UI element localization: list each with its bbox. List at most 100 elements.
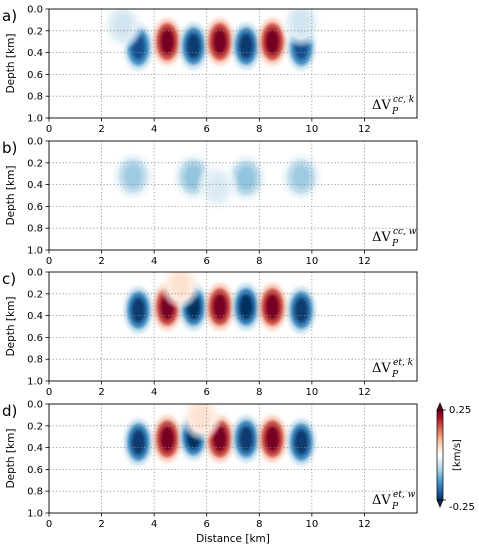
colorbar: 0.25 -0.25 [km/s]	[436, 402, 475, 513]
annotation-superscript: et, k	[393, 358, 413, 368]
anomaly-core	[124, 164, 143, 188]
axes-frame	[48, 403, 418, 514]
axes-frame	[48, 140, 418, 251]
y-tick-label: 0.6	[27, 333, 43, 344]
heatmap	[103, 9, 321, 72]
anomaly-core	[213, 426, 227, 452]
colorbar-min-arrow	[436, 499, 444, 508]
y-axis-label: Depth [km]	[5, 297, 17, 357]
x-tick-label: 12	[358, 124, 371, 135]
x-tick-label: 6	[204, 256, 210, 267]
x-tick-label: 12	[358, 387, 371, 398]
panel-letter: c)	[2, 270, 16, 288]
x-tick-label: 4	[151, 519, 157, 530]
grid	[49, 141, 417, 250]
annotation-base: ΔV	[372, 230, 391, 245]
panel-annotation: ΔV Pcc, w	[372, 227, 417, 249]
anomaly-core	[292, 11, 311, 36]
grid	[49, 9, 417, 118]
anomaly-core	[239, 426, 253, 452]
annotation-subscript: P	[391, 239, 399, 249]
panel-c: 0.0 0.2 0.4 0.6 0.8 1.00 2 4 6 8 10 12 Depth [km] c) Δ…	[2, 268, 418, 398]
x-tick-label: 10	[305, 124, 318, 135]
y-tick-label: 0.4	[27, 180, 43, 191]
x-tick-label: 6	[204, 124, 210, 135]
y-tick-label: 1.0	[27, 377, 43, 388]
panel-a: 0.0 0.2 0.4 0.6 0.8 1.00 2 4 6 8 10 12 Depth [km] a) Δ…	[2, 5, 418, 135]
x-tick-label: 10	[305, 519, 318, 530]
x-tick-label: 2	[98, 256, 104, 267]
panel-letter: a)	[2, 7, 17, 25]
anomaly-core	[213, 294, 227, 320]
colorbar-min-label: -0.25	[449, 502, 475, 513]
colorbar-max-arrow	[436, 402, 444, 411]
annotation-subscript: P	[391, 370, 399, 380]
y-tick-label: 0.6	[27, 202, 43, 213]
annotation-subscript: P	[391, 502, 399, 512]
anomaly-core	[160, 426, 175, 452]
annotation-superscript: cc, k	[393, 95, 414, 105]
annotation-subscript: P	[391, 107, 399, 117]
grid	[49, 404, 417, 513]
axes-frame	[48, 271, 418, 382]
x-tick-label: 8	[256, 519, 262, 530]
heatmap	[113, 153, 321, 210]
y-tick-label: 0.4	[27, 311, 43, 322]
y-axis-label: Depth [km]	[5, 429, 17, 489]
heatmap	[123, 272, 317, 335]
panel-b: 0.0 0.2 0.4 0.6 0.8 1.00 2 4 6 8 10 12 Depth [km] b) Δ…	[2, 137, 418, 267]
annotation-base: ΔV	[372, 361, 391, 376]
y-tick-label: 0.8	[27, 487, 43, 498]
anomaly-core	[239, 294, 253, 320]
x-tick-label: 2	[98, 124, 104, 135]
annotation-superscript: et, w	[393, 490, 416, 500]
y-tick-label: 0.0	[27, 268, 43, 279]
anomaly-core	[237, 166, 256, 190]
anomaly-core	[131, 297, 146, 323]
panel-annotation: ΔV Pet, k	[372, 358, 413, 380]
annotation-base: ΔV	[372, 98, 391, 113]
x-tick-label: 0	[46, 124, 52, 135]
x-tick-label: 6	[204, 387, 210, 398]
annotation-base: ΔV	[372, 493, 391, 508]
x-tick-label: 12	[358, 519, 371, 530]
colorbar-scale	[436, 409, 444, 501]
y-tick-label: 0.8	[27, 224, 43, 235]
y-tick-label: 0.4	[27, 443, 43, 454]
x-tick-label: 10	[305, 256, 318, 267]
heatmap	[123, 404, 317, 467]
x-axis-label: Distance [km]	[196, 533, 270, 545]
panel-annotation: ΔV Pcc, k	[372, 95, 414, 117]
axes-frame	[48, 8, 418, 119]
anomaly-core	[265, 426, 280, 452]
anomaly-core	[160, 29, 175, 55]
x-tick-label: 6	[204, 519, 210, 530]
panel-annotation: ΔV Pet, w	[372, 490, 416, 512]
y-tick-label: 1.0	[27, 246, 43, 257]
anomaly-core	[292, 165, 311, 189]
anomaly-core	[239, 33, 253, 59]
x-tick-label: 4	[151, 124, 157, 135]
y-tick-label: 0.2	[27, 158, 43, 169]
anomaly-core	[186, 33, 201, 59]
x-tick-label: 4	[151, 387, 157, 398]
y-tick-label: 0.0	[27, 137, 43, 148]
x-tick-label: 2	[98, 387, 104, 398]
colorbar-label: [km/s]	[452, 439, 463, 471]
y-tick-label: 0.6	[27, 465, 43, 476]
y-tick-label: 0.2	[27, 421, 43, 432]
anomaly-core	[213, 29, 227, 55]
x-tick-label: 0	[46, 256, 52, 267]
x-tick-label: 8	[256, 387, 262, 398]
y-tick-label: 0.2	[27, 289, 43, 300]
x-tick-label: 8	[256, 256, 262, 267]
panel-letter: b)	[2, 139, 17, 157]
x-tick-label: 0	[46, 519, 52, 530]
y-axis-label: Depth [km]	[5, 166, 17, 226]
x-tick-label: 12	[358, 256, 371, 267]
anomaly-core	[171, 273, 190, 297]
x-tick-label: 2	[98, 519, 104, 530]
y-tick-label: 0.4	[27, 48, 43, 59]
anomaly-core	[192, 405, 211, 429]
